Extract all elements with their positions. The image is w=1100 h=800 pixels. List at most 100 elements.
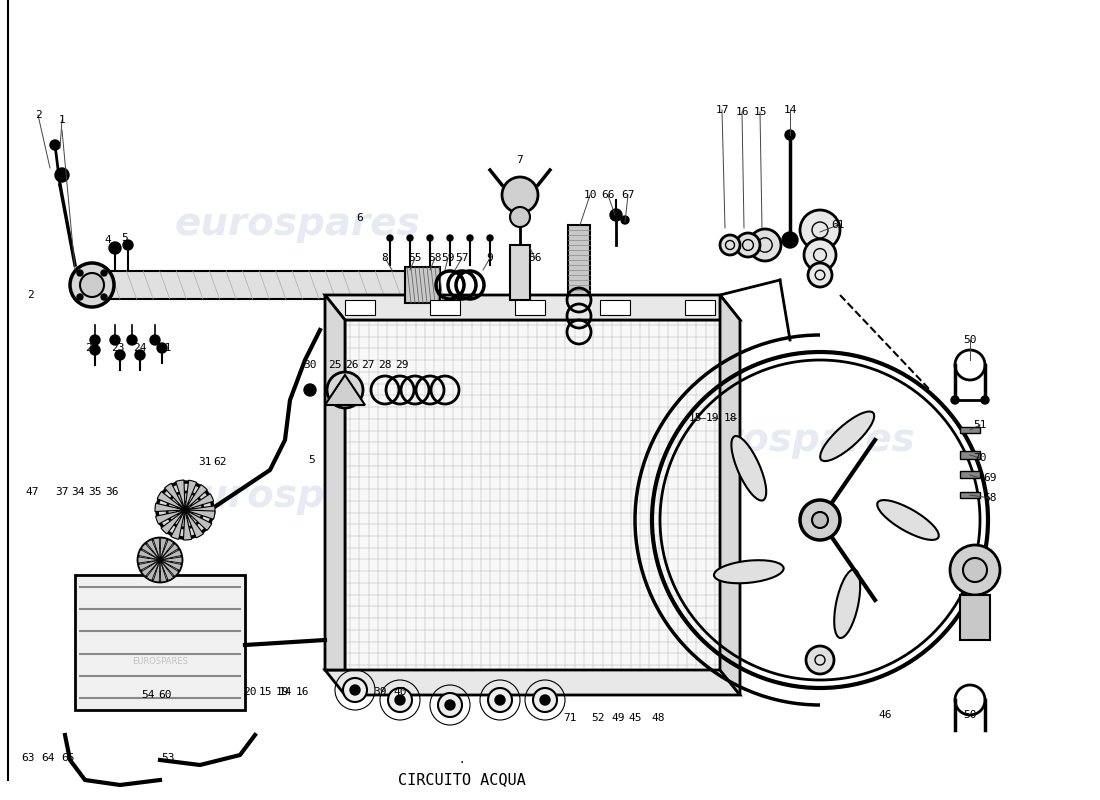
Circle shape [785, 130, 795, 140]
Polygon shape [515, 300, 544, 315]
Circle shape [621, 216, 629, 224]
Circle shape [70, 263, 114, 307]
Wedge shape [160, 560, 182, 570]
Text: 17: 17 [715, 105, 728, 115]
Circle shape [502, 177, 538, 213]
Text: 2: 2 [26, 290, 33, 300]
Text: 69: 69 [983, 473, 997, 483]
Text: 19: 19 [275, 687, 288, 697]
Text: 50: 50 [964, 335, 977, 345]
Circle shape [488, 688, 512, 712]
Bar [960, 451, 980, 459]
Circle shape [123, 240, 133, 250]
Text: CIRCUITO ACQUA: CIRCUITO ACQUA [398, 772, 526, 787]
Text: 67: 67 [621, 190, 635, 200]
Ellipse shape [821, 411, 875, 461]
Text: 40: 40 [394, 687, 407, 697]
Text: 4: 4 [104, 235, 111, 245]
Text: 37: 37 [55, 487, 68, 497]
Text: 7: 7 [517, 155, 524, 165]
Text: 16: 16 [295, 687, 309, 697]
Ellipse shape [877, 500, 938, 540]
Text: 60: 60 [158, 690, 172, 700]
Text: eurospares: eurospares [669, 421, 915, 459]
Text: 20: 20 [243, 687, 256, 697]
Wedge shape [160, 560, 174, 580]
Circle shape [720, 235, 740, 255]
Text: 25: 25 [328, 360, 342, 370]
Circle shape [50, 140, 60, 150]
Text: 57: 57 [455, 253, 469, 263]
Polygon shape [600, 300, 630, 315]
Text: 16: 16 [735, 107, 749, 117]
Wedge shape [185, 510, 211, 530]
Text: 36: 36 [106, 487, 119, 497]
Wedge shape [160, 560, 178, 576]
Wedge shape [185, 506, 214, 514]
Circle shape [800, 210, 840, 250]
Wedge shape [165, 483, 185, 510]
Circle shape [800, 500, 840, 540]
Text: 58: 58 [428, 253, 442, 263]
Polygon shape [324, 295, 345, 670]
Bar [104, 271, 430, 299]
Circle shape [388, 688, 412, 712]
Circle shape [55, 168, 69, 182]
Text: 61: 61 [832, 220, 845, 230]
Text: 47: 47 [25, 487, 39, 497]
Polygon shape [430, 300, 460, 315]
Text: 49: 49 [612, 713, 625, 723]
Circle shape [427, 235, 433, 241]
Circle shape [343, 678, 367, 702]
Circle shape [150, 335, 160, 345]
Ellipse shape [714, 560, 783, 583]
Wedge shape [184, 510, 191, 540]
Text: 15: 15 [754, 107, 767, 117]
Circle shape [101, 270, 107, 276]
Polygon shape [324, 295, 740, 320]
Circle shape [395, 695, 405, 705]
Wedge shape [153, 538, 159, 560]
Text: EUROSPARES: EUROSPARES [132, 658, 188, 666]
Wedge shape [153, 560, 159, 582]
Wedge shape [160, 544, 178, 560]
Text: 6: 6 [356, 213, 363, 223]
Circle shape [468, 235, 473, 241]
Wedge shape [170, 510, 185, 539]
Circle shape [782, 232, 797, 248]
Text: .: . [460, 752, 464, 766]
Text: 34: 34 [72, 487, 85, 497]
Polygon shape [324, 670, 740, 695]
Text: 65: 65 [62, 753, 75, 763]
Text: 59: 59 [441, 253, 454, 263]
Text: 8: 8 [382, 253, 388, 263]
Circle shape [407, 235, 412, 241]
Bar [960, 492, 980, 498]
Text: 53: 53 [162, 753, 175, 763]
Text: 26: 26 [345, 360, 359, 370]
Bar [405, 267, 440, 303]
Text: 14: 14 [783, 105, 796, 115]
Wedge shape [156, 510, 185, 524]
Bar [345, 320, 720, 670]
Circle shape [510, 207, 530, 227]
Wedge shape [185, 485, 207, 510]
Wedge shape [157, 491, 185, 510]
Text: 30: 30 [304, 360, 317, 370]
Wedge shape [160, 550, 182, 560]
Circle shape [447, 235, 453, 241]
Wedge shape [138, 557, 160, 563]
Wedge shape [160, 538, 167, 560]
Text: 54: 54 [141, 690, 155, 700]
Circle shape [487, 235, 493, 241]
Text: 15: 15 [689, 413, 702, 423]
Text: 46: 46 [878, 710, 892, 720]
Circle shape [116, 350, 125, 360]
Circle shape [812, 512, 828, 528]
Circle shape [446, 700, 455, 710]
Wedge shape [160, 540, 174, 560]
Circle shape [438, 693, 462, 717]
Circle shape [126, 335, 138, 345]
Text: 29: 29 [395, 360, 409, 370]
Ellipse shape [732, 436, 767, 501]
